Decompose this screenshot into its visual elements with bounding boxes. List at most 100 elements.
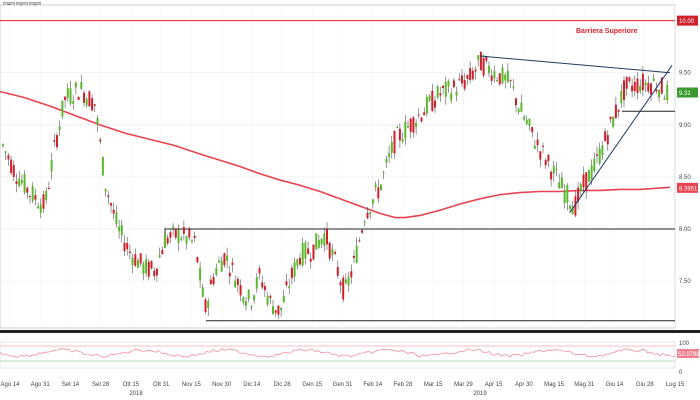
candle (620, 90, 623, 104)
candle (142, 263, 145, 275)
candle (382, 172, 385, 174)
x-tick-label: Giu 14 (606, 382, 624, 388)
candle (110, 203, 112, 206)
candle (434, 100, 436, 108)
candle (569, 205, 571, 210)
candle (85, 98, 88, 106)
candle (204, 299, 207, 312)
candle (112, 209, 115, 214)
candle (4, 151, 7, 153)
candle (455, 91, 458, 96)
candle (280, 307, 283, 311)
candle (344, 279, 347, 284)
candle (617, 109, 620, 112)
candle (652, 78, 655, 81)
candle (37, 206, 40, 209)
candle (153, 270, 156, 277)
candle (598, 148, 601, 164)
candle (471, 70, 474, 80)
osc-tick-label: 100 (679, 341, 690, 347)
candle (601, 145, 604, 156)
candle (220, 260, 223, 272)
candle (425, 97, 428, 114)
candle (604, 131, 607, 141)
candle (579, 184, 582, 192)
candle (99, 139, 102, 142)
candle (12, 165, 15, 177)
candle (199, 267, 202, 281)
candle (385, 158, 388, 163)
oscillator-tag (677, 349, 699, 358)
candle (172, 226, 175, 228)
candle (380, 184, 382, 190)
candle (574, 196, 577, 216)
candle (655, 89, 658, 92)
candle (255, 276, 258, 289)
y-tick-label: 7.50 (679, 279, 691, 285)
candle (139, 253, 142, 264)
candle (498, 73, 501, 85)
candle (423, 112, 426, 116)
candle (331, 249, 334, 255)
candle (137, 260, 139, 268)
candle (407, 126, 409, 128)
candle (29, 195, 31, 197)
x-tick-label: Ago 31 (31, 382, 51, 388)
candle (547, 154, 550, 162)
x-tick-label: Giu 28 (636, 382, 654, 388)
x-tick-label: Set 28 (92, 382, 110, 388)
candle (644, 82, 647, 86)
candle (593, 158, 596, 172)
x-tick-label: Mar 29 (454, 382, 473, 388)
price-tag-label: 8.3951 (679, 186, 698, 192)
candle (398, 128, 401, 141)
candle (58, 126, 61, 131)
price-tag-label: 9.31 (679, 91, 691, 97)
candle (369, 212, 372, 215)
candle (288, 286, 291, 289)
candle (209, 279, 212, 285)
candle (223, 253, 226, 266)
candle (247, 289, 250, 300)
candle (218, 260, 220, 263)
candles (2, 51, 669, 319)
candle (512, 86, 515, 88)
candle (658, 90, 661, 98)
candle (74, 82, 77, 88)
oscillator-line (0, 348, 676, 358)
candle (533, 145, 536, 149)
candle (469, 68, 472, 80)
candle (323, 233, 326, 246)
candle (193, 235, 196, 238)
candle (466, 75, 469, 79)
candle (452, 80, 455, 88)
candle (285, 281, 288, 286)
candle (606, 135, 609, 145)
candle (560, 177, 563, 189)
candle (120, 225, 123, 236)
candle (2, 144, 4, 146)
candle (463, 80, 466, 89)
candle (509, 79, 512, 81)
candle (155, 268, 158, 276)
candle (536, 139, 539, 146)
candle (479, 52, 482, 71)
candle (347, 276, 350, 286)
candle (212, 277, 215, 285)
candle (50, 160, 53, 172)
candle (544, 159, 547, 166)
candle (336, 267, 339, 276)
candle (504, 74, 507, 81)
oscillator-panel (0, 341, 676, 369)
candle (226, 255, 229, 261)
candle (145, 259, 148, 274)
candle (80, 82, 83, 89)
candle (555, 168, 558, 170)
x-tick-label: Set 14 (62, 382, 80, 388)
candle (93, 104, 96, 106)
candle (334, 251, 337, 254)
x-tick-label: Nov 15 (182, 382, 202, 388)
candle (396, 127, 399, 129)
candle (552, 165, 555, 174)
